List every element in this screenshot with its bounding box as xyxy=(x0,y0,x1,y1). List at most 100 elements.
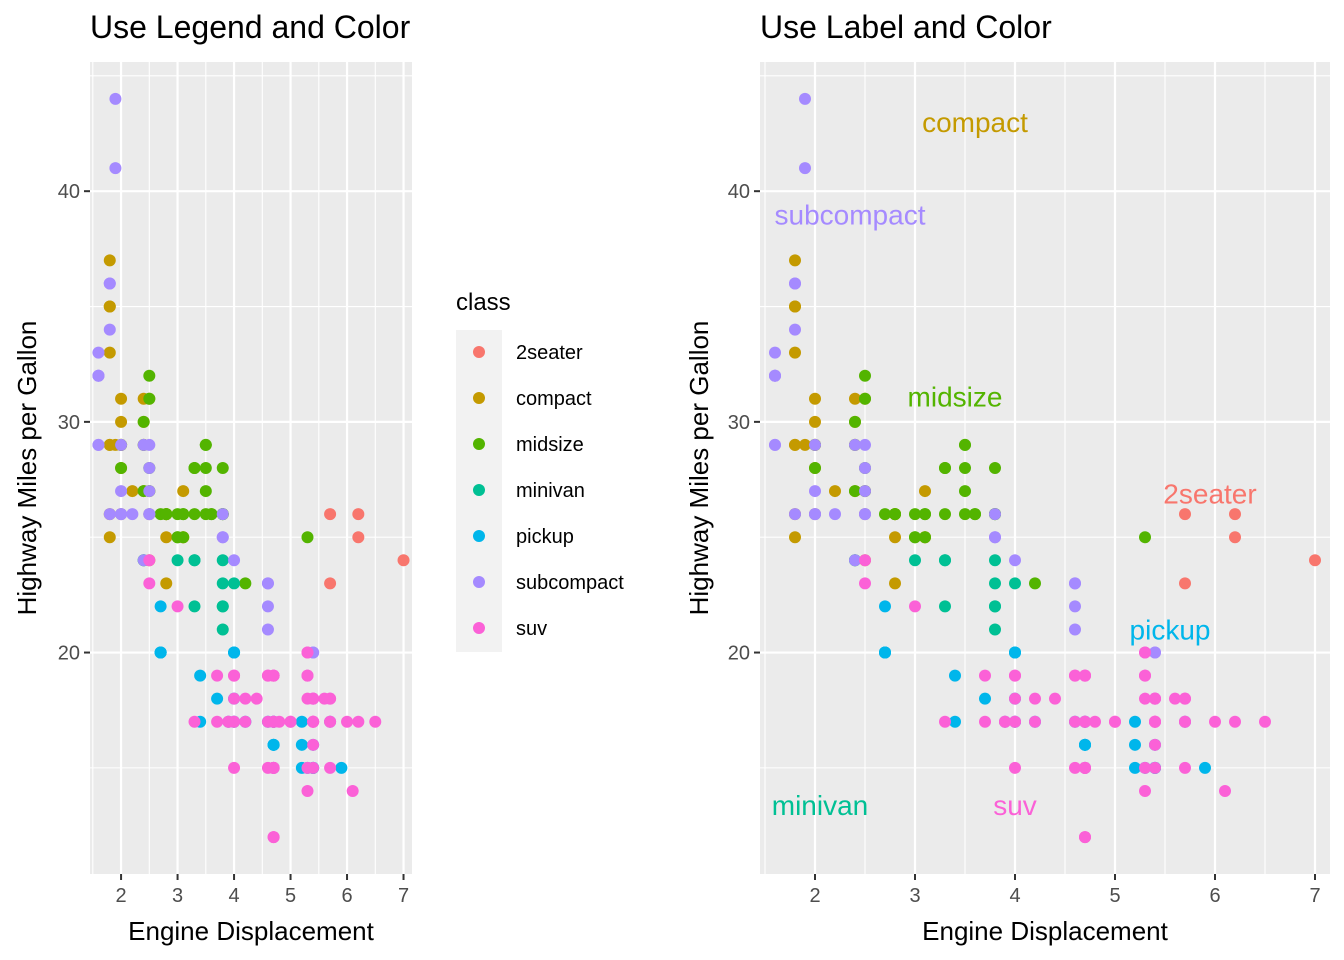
x-tick-label: 4 xyxy=(1009,885,1020,907)
point-midsize xyxy=(199,462,212,474)
x-tick-label: 3 xyxy=(172,885,183,907)
class-label-minivan: minivan xyxy=(772,790,868,821)
point-subcompact xyxy=(143,462,156,474)
legend-key-compact xyxy=(473,392,485,404)
x-tick-label: 7 xyxy=(398,885,409,907)
point-compact xyxy=(103,300,116,313)
point-midsize xyxy=(115,462,128,474)
point-minivan xyxy=(216,600,229,613)
point-pickup xyxy=(879,646,891,659)
point-suv xyxy=(222,715,235,728)
point-midsize xyxy=(143,369,156,382)
x-tick-label: 3 xyxy=(909,885,920,907)
class-label-midsize: midsize xyxy=(908,381,1003,412)
point-midsize xyxy=(216,462,229,474)
point-suv xyxy=(239,715,252,728)
point-pickup xyxy=(1009,646,1021,659)
point-minivan xyxy=(939,554,951,567)
point-suv xyxy=(307,761,320,774)
point-subcompact xyxy=(143,438,156,451)
point-subcompact xyxy=(1069,623,1081,636)
point-suv xyxy=(1069,761,1081,774)
point-suv xyxy=(1029,715,1041,728)
point-midsize xyxy=(137,415,150,428)
point-compact xyxy=(889,577,901,590)
point-suv xyxy=(1109,715,1121,728)
point-2seater xyxy=(1179,577,1191,590)
left-y-ticks: 20 30 40 xyxy=(58,181,90,665)
point-suv xyxy=(188,715,201,728)
point-suv xyxy=(228,692,241,705)
point-pickup xyxy=(979,692,991,705)
point-pickup xyxy=(949,715,961,728)
left-x-axis-title: Engine Displacement xyxy=(128,916,374,946)
legend-label-suv: suv xyxy=(516,618,547,640)
point-midsize xyxy=(939,462,951,474)
point-pickup xyxy=(1129,738,1141,751)
point-suv xyxy=(228,669,241,682)
y-tick-label: 20 xyxy=(728,643,750,665)
point-suv xyxy=(307,715,320,728)
point-subcompact xyxy=(261,600,274,613)
point-suv xyxy=(1229,715,1241,728)
point-minivan xyxy=(909,554,921,567)
point-subcompact xyxy=(228,554,241,567)
point-suv xyxy=(1209,715,1221,728)
point-suv xyxy=(979,669,991,682)
point-subcompact xyxy=(799,162,811,175)
point-midsize xyxy=(989,462,1001,474)
point-minivan xyxy=(216,623,229,636)
point-suv xyxy=(301,646,314,659)
point-suv xyxy=(1139,646,1151,659)
point-suv xyxy=(1089,715,1101,728)
point-midsize xyxy=(969,508,981,521)
point-pickup xyxy=(295,738,308,751)
point-pickup xyxy=(154,600,167,613)
point-suv xyxy=(1139,761,1151,774)
point-compact xyxy=(115,415,128,428)
point-2seater xyxy=(1229,531,1241,544)
point-pickup xyxy=(949,669,961,682)
point-pickup xyxy=(154,646,167,659)
point-pickup xyxy=(335,761,348,774)
point-midsize xyxy=(1139,531,1151,544)
point-pickup xyxy=(1079,738,1091,751)
point-suv xyxy=(267,715,280,728)
point-minivan xyxy=(989,600,1001,613)
point-suv xyxy=(250,692,263,705)
point-midsize xyxy=(809,462,821,474)
right-x-ticks: 2 3 4 5 6 7 xyxy=(809,874,1321,907)
point-midsize xyxy=(1029,577,1041,590)
point-subcompact xyxy=(261,577,274,590)
point-subcompact xyxy=(789,508,801,521)
legend-key-midsize xyxy=(473,438,485,450)
point-suv xyxy=(1069,669,1081,682)
point-compact xyxy=(889,531,901,544)
point-subcompact xyxy=(1009,554,1021,567)
point-midsize xyxy=(239,577,252,590)
left-x-ticks: 2 3 4 5 6 7 xyxy=(116,874,409,907)
point-suv xyxy=(346,784,359,797)
point-midsize xyxy=(849,415,861,428)
point-suv xyxy=(1079,715,1091,728)
point-suv xyxy=(1069,715,1081,728)
point-midsize xyxy=(959,485,971,498)
legend-key-pickup xyxy=(473,530,485,542)
point-midsize xyxy=(859,369,871,382)
point-suv xyxy=(859,554,871,567)
right-y-axis-title: Highway Miles per Gallon xyxy=(684,321,714,616)
point-midsize xyxy=(143,392,156,405)
x-tick-label: 2 xyxy=(809,885,820,907)
x-tick-label: 7 xyxy=(1309,885,1320,907)
point-midsize xyxy=(160,508,173,521)
point-midsize xyxy=(301,531,314,544)
point-minivan xyxy=(188,554,201,567)
right-grid xyxy=(760,62,1330,874)
point-suv xyxy=(307,738,320,751)
point-pickup xyxy=(211,692,224,705)
point-subcompact xyxy=(789,323,801,336)
right-class-labels: 2seater compact midsize minivan pickup subcom… xyxy=(772,107,1257,821)
point-2seater xyxy=(1309,554,1321,567)
point-suv xyxy=(267,669,280,682)
point-subcompact xyxy=(115,438,128,451)
